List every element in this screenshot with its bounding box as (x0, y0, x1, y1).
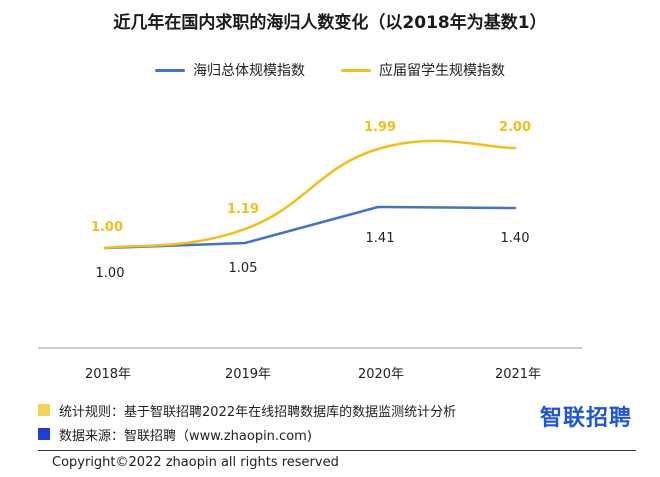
series-line-graduates (103, 139, 517, 250)
note-source-text: 数据来源：智联招聘（www.zhaopin.com) (59, 428, 312, 444)
data-label-overall: 1.41 (366, 231, 395, 246)
legend: 海归总体规模指数 应届留学生规模指数 (0, 60, 660, 80)
legend-label-graduates: 应届留学生规模指数 (379, 63, 505, 79)
data-label-graduates: 2.00 (499, 120, 531, 135)
x-tick-label: 2019年 (225, 367, 271, 382)
brand-logo: 智联招聘 (540, 406, 633, 431)
x-tick-label: 2020年 (358, 367, 404, 382)
data-label-overall: 1.40 (501, 231, 530, 246)
legend-item-overall: 海归总体规模指数 (155, 60, 305, 80)
x-tick-label: 2018年 (85, 367, 131, 382)
note-swatch-yellow (38, 404, 50, 416)
data-label-overall: 1.05 (229, 261, 258, 276)
note-swatch-blue (38, 428, 50, 440)
note-row-rule: 统计规则：基于智联招聘2022年在线招聘数据库的数据监测统计分析 (38, 398, 456, 422)
note-row-source: 数据来源：智联招聘（www.zhaopin.com) (38, 422, 456, 446)
footer-divider (38, 450, 636, 451)
data-label-overall: 1.00 (96, 266, 125, 281)
note-rule-text: 统计规则：基于智联招聘2022年在线招聘数据库的数据监测统计分析 (59, 404, 457, 420)
line-chart: 2018年 2019年 2020年 2021年 1.00 1.05 1.41 1.40 1.00… (38, 120, 582, 382)
legend-label-overall: 海归总体规模指数 (193, 63, 305, 79)
copyright-text: Copyright©2022 zhaopin all rights reserv… (52, 455, 339, 470)
legend-item-graduates: 应届留学生规模指数 (341, 60, 505, 80)
notes: 统计规则：基于智联招聘2022年在线招聘数据库的数据监测统计分析 数据来源：智联… (38, 398, 456, 446)
series-line-overall (103, 205, 517, 250)
data-label-graduates: 1.99 (364, 120, 396, 135)
legend-line-graduates (341, 68, 371, 72)
legend-line-overall (155, 68, 185, 72)
data-label-graduates: 1.00 (91, 220, 123, 235)
chart-title: 近几年在国内求职的海归人数变化（以2018年为基数1） (113, 13, 547, 33)
data-label-graduates: 1.19 (227, 202, 259, 217)
x-tick-label: 2021年 (495, 367, 541, 382)
